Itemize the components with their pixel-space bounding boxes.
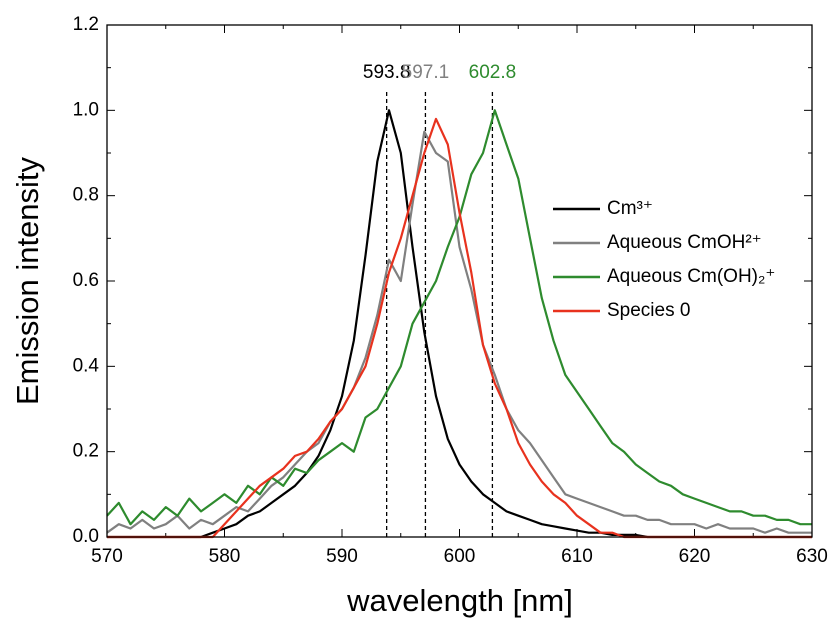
legend-label: Cm³⁺	[607, 198, 653, 219]
series-line	[107, 109, 812, 539]
x-tick-label: 620	[679, 546, 711, 567]
x-tick-label: 600	[444, 546, 476, 567]
plot-frame	[106, 24, 813, 538]
x-axis-label: wavelength [nm]	[346, 583, 573, 618]
y-tick-label: 0.0	[73, 526, 99, 547]
y-tick-label: 0.6	[73, 270, 99, 291]
y-tick-label: 0.8	[73, 185, 99, 206]
x-tick-label: 610	[561, 546, 593, 567]
x-tick-label: 590	[326, 546, 358, 567]
peak-label: 602.8	[469, 62, 517, 83]
series-line	[107, 117, 812, 539]
legend-label: Aqueous Cm(OH)₂⁺	[607, 266, 775, 287]
y-tick-label: 0.2	[73, 441, 99, 462]
peak-label: 593.8	[363, 62, 411, 83]
y-tick-label: 1.0	[73, 99, 99, 120]
x-tick-label: 580	[209, 546, 241, 567]
peak-label: 597.1	[402, 62, 450, 83]
legend-label: Aqueous CmOH²⁺	[607, 232, 762, 253]
y-tick-label: 1.2	[73, 14, 99, 35]
x-tick-label: 570	[91, 546, 123, 567]
y-tick-label: 0.4	[73, 355, 100, 376]
y-axis-label: Emission intensity	[10, 156, 45, 405]
series-line	[106, 130, 812, 534]
legend-label: Species 0	[607, 300, 690, 321]
x-tick-label: 630	[796, 546, 828, 567]
